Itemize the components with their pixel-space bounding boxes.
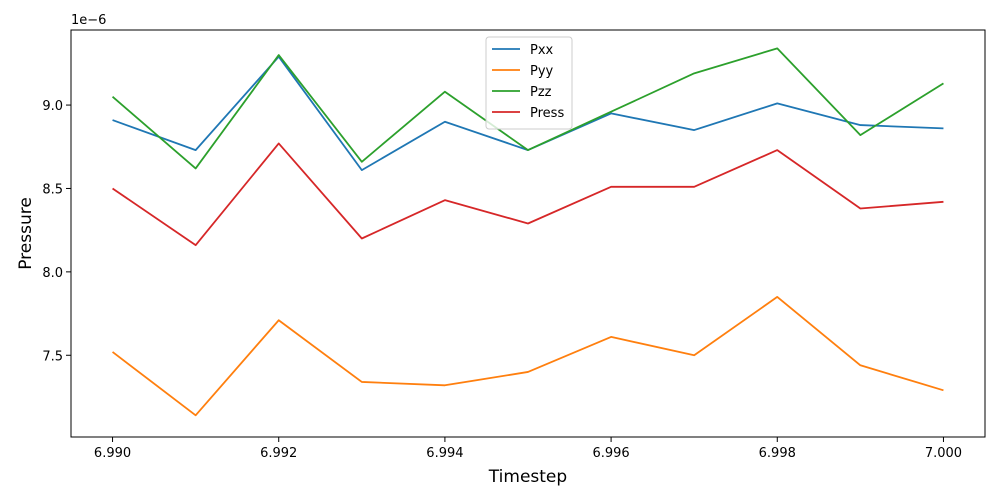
legend-label-press: Press [530,106,564,121]
x-axis-title: Timestep [488,467,567,487]
x-tick-label: 6.994 [426,446,463,461]
y-axis-title: Pressure [16,197,36,270]
y-tick-label: 9.0 [42,99,63,114]
plot-frame [70,29,986,438]
legend-box [485,36,573,130]
y-tick-label: 8.0 [42,266,63,281]
legend-label-pzz: Pzz [530,85,552,100]
legend-label-pxx: Pxx [530,43,554,58]
series-line-pyy [112,295,944,417]
x-tick-label: 6.990 [94,446,131,461]
x-axis: 6.990 6.992 6.994 6.996 6.998 7.000 [94,437,962,461]
x-tick-label: 7.000 [925,446,962,461]
series-layer [111,47,944,417]
series-line-press [112,142,944,247]
series-line-pzz [111,47,944,170]
legend: Pxx Pyy Pzz Press [485,36,573,130]
y-tick-label: 7.5 [42,349,63,364]
y-tick-label: 8.5 [42,182,63,197]
legend-label-pyy: Pyy [530,64,554,79]
x-tick-label: 6.996 [592,446,629,461]
y-offset-label: 1e−6 [71,13,106,28]
y-axis: 7.5 8.0 8.5 9.0 [42,99,71,364]
x-tick-label: 6.992 [260,446,297,461]
x-tick-label: 6.998 [759,446,796,461]
